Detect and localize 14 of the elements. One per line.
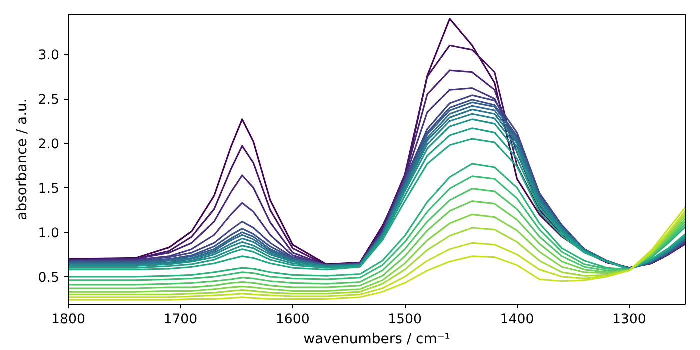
x-tick-label: 1600 <box>276 312 310 328</box>
y-axis-title: absorbance / a.u. <box>14 98 30 220</box>
y-tick-label: 0.5 <box>38 270 60 286</box>
y-tick-label: 1.0 <box>38 226 60 242</box>
x-tick-label: 1300 <box>612 312 646 328</box>
x-axis-title: wavenumbers / cm⁻¹ <box>304 332 450 348</box>
y-tick-label: 1.5 <box>38 182 60 197</box>
x-tick-label: 1700 <box>164 312 198 328</box>
y-tick-label: 3.0 <box>38 48 60 64</box>
y-tick-label: 2.0 <box>38 137 60 152</box>
x-tick-label: 1800 <box>52 312 86 328</box>
x-tick-label: 1500 <box>388 312 422 328</box>
x-tick-label: 1400 <box>500 312 534 328</box>
y-tick-label: 2.5 <box>38 93 60 108</box>
